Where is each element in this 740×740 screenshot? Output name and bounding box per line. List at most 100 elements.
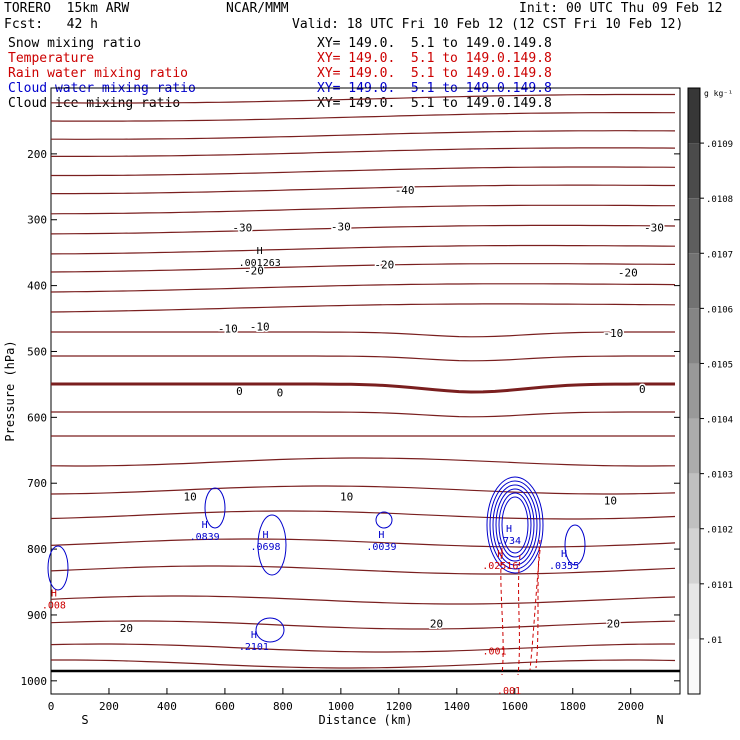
freezing-level-line — [51, 382, 675, 394]
cloud-water-contour — [489, 480, 541, 570]
isotherm-value-label: 20 — [607, 618, 620, 631]
forecast-hour: Fcst: 42 h — [4, 17, 98, 32]
colorbar-segment — [688, 583, 700, 639]
extremum-h-marker: H — [506, 524, 512, 535]
isotherm-value-label: -30 — [232, 222, 252, 235]
center-label: NCAR/MMM — [226, 1, 289, 16]
x-tick-label: 1800 — [560, 700, 587, 713]
x-tick-label: 800 — [273, 700, 293, 713]
colorbar-segment — [688, 473, 700, 529]
extremum-value-label: .734 — [497, 536, 521, 547]
colorbar-tick-label: .0109 — [706, 140, 733, 150]
x-tick-label: 600 — [215, 700, 235, 713]
colorbar-segment — [688, 418, 700, 474]
isotherm-value-label: 0 — [277, 386, 284, 399]
isotherm-line — [51, 166, 676, 177]
isotherm-line — [50, 620, 676, 630]
isotherm-line — [50, 111, 675, 122]
isotherm-line — [50, 643, 675, 653]
x-tick-label: 1600 — [502, 700, 529, 713]
x-tick-label: 2000 — [617, 700, 644, 713]
extremum-h-marker: H — [262, 530, 268, 541]
isotherm-line — [50, 595, 676, 605]
y-tick-label: 500 — [27, 345, 47, 358]
isotherm-value-label: -20 — [244, 264, 264, 277]
cloud-water-contour — [501, 496, 529, 554]
legend-temp-xy: XY= 149.0. 5.1 to 149.0.149.8 — [317, 51, 552, 66]
isotherm-value-label: 0 — [639, 383, 646, 396]
y-tick-label: 800 — [27, 543, 47, 556]
isotherm-line — [50, 204, 675, 215]
isotherm-line — [51, 147, 676, 157]
rain-water-contour — [517, 554, 521, 676]
rain-water-contour — [529, 549, 541, 671]
model-title: TORERO 15km ARW — [4, 1, 130, 16]
south-end-label: S — [81, 713, 88, 727]
x-tick-label: 0 — [48, 700, 55, 713]
legend-rain-name: Rain water mixing ratio — [8, 66, 189, 81]
colorbar-tick-label: .0106 — [706, 305, 733, 315]
extremum-value-label: .001263 — [239, 258, 281, 269]
x-tick-label: 1000 — [328, 700, 355, 713]
colorbar-segment — [688, 528, 700, 584]
cloud-water-contour — [375, 511, 393, 529]
colorbar-tick-label: .0104 — [706, 416, 733, 426]
isotherm-value-label: 10 — [340, 490, 353, 503]
isotherm-line — [51, 184, 675, 195]
y-tick-label: 1000 — [21, 675, 48, 688]
cloud-water-contour — [257, 514, 287, 576]
colorbar-tick-label: .0107 — [706, 250, 733, 260]
valid-time: Valid: 18 UTC Fri 10 Feb 12 (12 CST Fri … — [292, 17, 684, 32]
isotherm-line — [51, 659, 676, 669]
x-tick-label: 400 — [157, 700, 177, 713]
extremum-value-label: .0839 — [190, 532, 220, 543]
isotherm-line — [50, 244, 676, 255]
legend-snow-xy: XY= 149.0. 5.1 to 149.0.149.8 — [317, 36, 552, 51]
colorbar-segment — [688, 88, 700, 144]
isotherm-line — [50, 224, 676, 235]
extremum-value-label: .0039 — [366, 542, 396, 553]
colorbar-tick-label: .0101 — [706, 581, 733, 591]
isotherm-line — [50, 510, 676, 520]
extremum-value-label: .02516 — [482, 561, 518, 572]
isotherm-value-label: 0 — [236, 385, 243, 398]
isotherm-value-label: 20 — [120, 622, 133, 635]
isotherm-line — [51, 355, 675, 362]
cloud-water-contour — [492, 484, 538, 566]
isotherm-value-label: 20 — [430, 618, 443, 631]
colorbar-tick-label: .0105 — [706, 360, 733, 370]
legend-temp-name: Temperature — [8, 51, 95, 66]
isotherm-value-label: -10 — [218, 322, 238, 335]
y-tick-label: 400 — [27, 280, 47, 293]
legend-cloudwater-xy: XY= 149.0. 5.1 to 149.0.149.8 — [317, 81, 552, 96]
isotherm-line — [51, 411, 675, 418]
isotherm-value-label: 10 — [604, 494, 617, 507]
colorbar-segment — [688, 198, 700, 254]
init-time: Init: 00 UTC Thu 09 Feb 12 — [519, 1, 723, 16]
isotherm-line — [50, 565, 676, 575]
x-tick-label: 1200 — [386, 700, 413, 713]
colorbar-segment — [688, 253, 700, 309]
north-end-label: N — [656, 713, 663, 727]
extremum-value-label: .0355 — [549, 561, 579, 572]
isotherm-value-label: -10 — [250, 320, 270, 333]
isotherm-value-label: -20 — [618, 266, 638, 279]
y-tick-label: 900 — [27, 609, 47, 622]
colorbar-tick-label: .0108 — [706, 195, 733, 205]
isotherm-value-label: -30 — [644, 222, 664, 235]
isotherm-value-label: -40 — [395, 184, 415, 197]
isotherm-value-label: -10 — [603, 327, 623, 340]
isotherm-line — [50, 303, 676, 313]
cloud-water-contour — [486, 476, 544, 574]
colorbar-tick-label: .01 — [706, 636, 722, 646]
legend-cloudice-name: Cloud ice mixing ratio — [8, 96, 181, 111]
isotherm-line — [50, 538, 676, 548]
cloud-water-contour — [255, 617, 285, 643]
extremum-h-marker: H — [497, 549, 503, 560]
extremum-h-marker: H — [251, 630, 257, 641]
extremum-h-marker: H — [51, 589, 57, 600]
extremum-h-marker: H — [257, 246, 263, 257]
rain-value-label: .001 — [482, 646, 506, 657]
extremum-value-label: .0698 — [250, 542, 280, 553]
